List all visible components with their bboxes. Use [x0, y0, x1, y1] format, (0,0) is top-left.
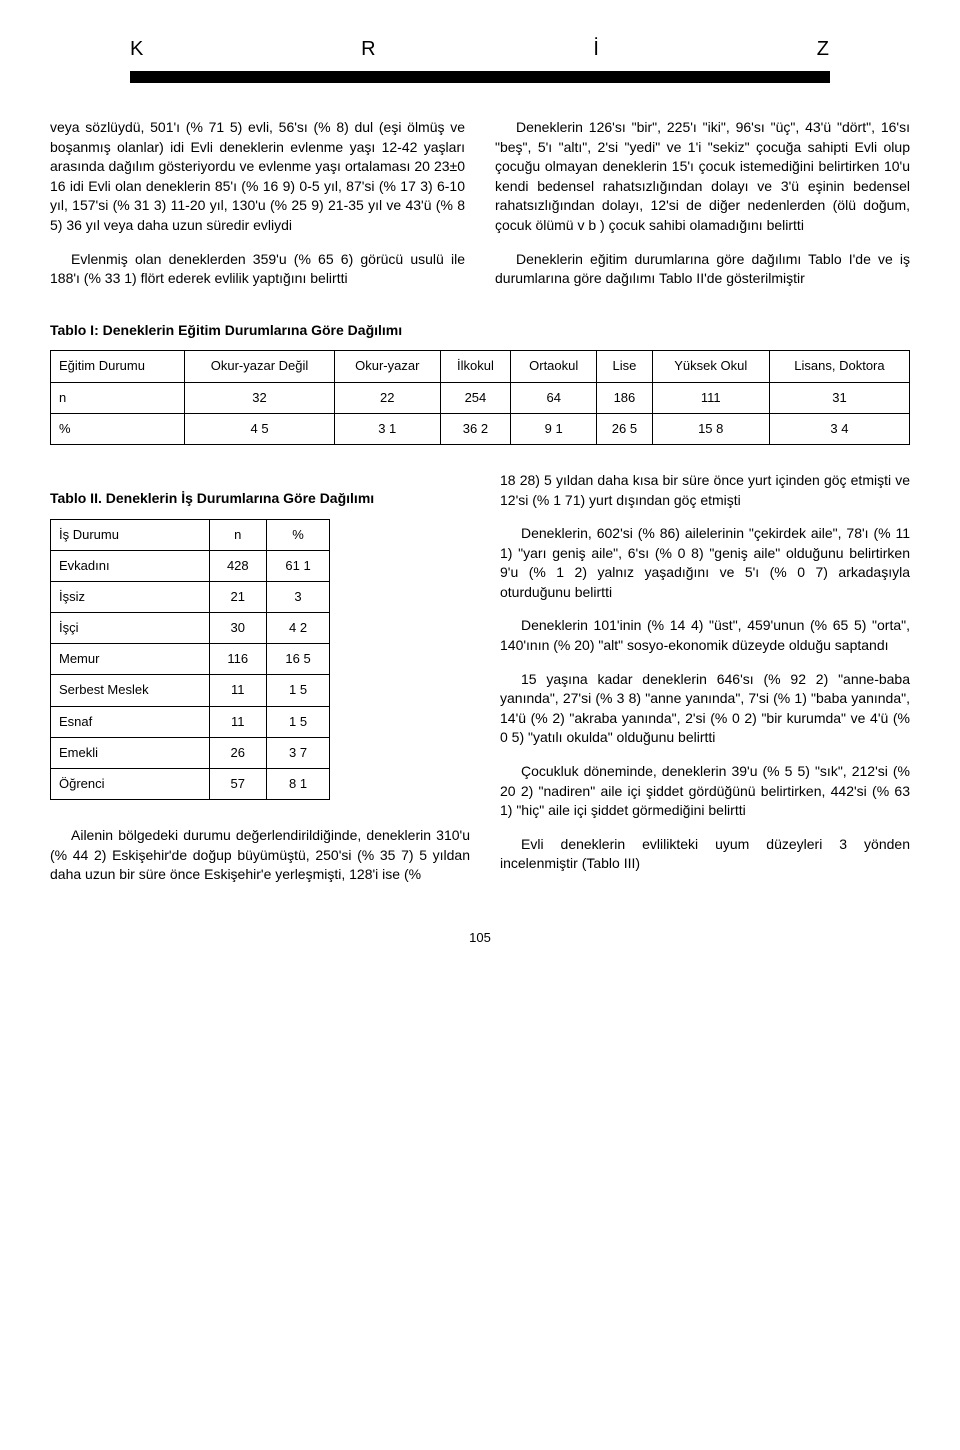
td: Evkadını	[51, 550, 210, 581]
table-row: Öğrenci 57 8 1	[51, 769, 330, 800]
top-left-para-1: veya sözlüydü, 501'ı (% 71 5) evli, 56's…	[50, 118, 465, 236]
td: 30	[209, 613, 267, 644]
td: 26	[209, 737, 267, 768]
th: Ortaokul	[511, 351, 597, 382]
td: 3	[267, 581, 330, 612]
table-row: İşsiz 21 3	[51, 581, 330, 612]
td: 4 5	[185, 413, 334, 444]
td: 22	[334, 382, 440, 413]
table-row: Emekli 26 3 7	[51, 737, 330, 768]
th: n	[209, 519, 267, 550]
td: 15 8	[652, 413, 769, 444]
td: 116	[209, 644, 267, 675]
table-row: İşçi 30 4 2	[51, 613, 330, 644]
td: 64	[511, 382, 597, 413]
td: 26 5	[597, 413, 652, 444]
top-right-column: Deneklerin 126'sı "bir", 225'ı "iki", 96…	[495, 118, 910, 303]
td: 3 4	[769, 413, 909, 444]
td: İşsiz	[51, 581, 210, 612]
th: İş Durumu	[51, 519, 210, 550]
td: 1 5	[267, 706, 330, 737]
header-bar	[130, 71, 830, 83]
table-row: n 32 22 254 64 186 111 31	[51, 382, 910, 413]
table-row: Evkadını 428 61 1	[51, 550, 330, 581]
td: 61 1	[267, 550, 330, 581]
lower-right-para-2: Deneklerin, 602'si (% 86) ailelerinin "ç…	[500, 524, 910, 602]
table-row: Serbest Meslek 11 1 5	[51, 675, 330, 706]
th: Okur-yazar	[334, 351, 440, 382]
td: Serbest Meslek	[51, 675, 210, 706]
top-left-para-2: Evlenmiş olan deneklerden 359'u (% 65 6)…	[50, 250, 465, 289]
table2-caption: Tablo II. Deneklerin İş Durumlarına Göre…	[50, 489, 470, 509]
lower-right-para-4: 15 yaşına kadar deneklerin 646'sı (% 92 …	[500, 670, 910, 748]
td: Emekli	[51, 737, 210, 768]
td: 57	[209, 769, 267, 800]
header-letters: K R İ Z	[50, 35, 910, 71]
th: İlkokul	[440, 351, 510, 382]
lower-right-para-5: Çocukluk döneminde, deneklerin 39'u (% 5…	[500, 762, 910, 821]
table-row: İş Durumu n %	[51, 519, 330, 550]
td: Öğrenci	[51, 769, 210, 800]
top-columns: veya sözlüydü, 501'ı (% 71 5) evli, 56's…	[50, 118, 910, 303]
td: 254	[440, 382, 510, 413]
header-z: Z	[817, 35, 830, 63]
lower-right-para-1: 18 28) 5 yıldan daha kısa bir süre önce …	[500, 471, 910, 510]
top-right-para-2: Deneklerin eğitim durumlarına göre dağıl…	[495, 250, 910, 289]
td: %	[51, 413, 185, 444]
header-k: K	[130, 35, 144, 63]
table-row: Eğitim Durumu Okur-yazar Değil Okur-yaza…	[51, 351, 910, 382]
th: Lise	[597, 351, 652, 382]
table-row: Memur 116 16 5	[51, 644, 330, 675]
lower-left-column: Tablo II. Deneklerin İş Durumlarına Göre…	[50, 471, 470, 899]
td: 31	[769, 382, 909, 413]
lower-right-column: 18 28) 5 yıldan daha kısa bir süre önce …	[500, 471, 910, 888]
td: Memur	[51, 644, 210, 675]
th: Okur-yazar Değil	[185, 351, 334, 382]
top-left-column: veya sözlüydü, 501'ı (% 71 5) evli, 56's…	[50, 118, 465, 303]
table1-caption: Tablo I: Deneklerin Eğitim Durumlarına G…	[50, 321, 910, 341]
td: 111	[652, 382, 769, 413]
td: n	[51, 382, 185, 413]
education-table: Eğitim Durumu Okur-yazar Değil Okur-yaza…	[50, 350, 910, 445]
td: 3 1	[334, 413, 440, 444]
lower-right-para-6: Evli deneklerin evlilikteki uyum düzeyle…	[500, 835, 910, 874]
top-right-para-1: Deneklerin 126'sı "bir", 225'ı "iki", 96…	[495, 118, 910, 236]
td: 21	[209, 581, 267, 612]
lower-left-para: Ailenin bölgedeki durumu değerlendirildi…	[50, 826, 470, 885]
job-table: İş Durumu n % Evkadını 428 61 1 İşsiz 21…	[50, 519, 330, 801]
td: 186	[597, 382, 652, 413]
td: 32	[185, 382, 334, 413]
header-i: İ	[593, 35, 600, 63]
td: İşçi	[51, 613, 210, 644]
td: 3 7	[267, 737, 330, 768]
th: Lisans, Doktora	[769, 351, 909, 382]
header-r: R	[361, 35, 376, 63]
td: 11	[209, 706, 267, 737]
td: 1 5	[267, 675, 330, 706]
th: Yüksek Okul	[652, 351, 769, 382]
td: 9 1	[511, 413, 597, 444]
th: Eğitim Durumu	[51, 351, 185, 382]
table-row: Esnaf 11 1 5	[51, 706, 330, 737]
td: 4 2	[267, 613, 330, 644]
td: 36 2	[440, 413, 510, 444]
td: 8 1	[267, 769, 330, 800]
td: 16 5	[267, 644, 330, 675]
th: %	[267, 519, 330, 550]
td: 11	[209, 675, 267, 706]
table-row: % 4 5 3 1 36 2 9 1 26 5 15 8 3 4	[51, 413, 910, 444]
td: Esnaf	[51, 706, 210, 737]
lower-right-para-3: Deneklerin 101'inin (% 14 4) "üst", 459'…	[500, 616, 910, 655]
page-number: 105	[50, 929, 910, 947]
lower-section: Tablo II. Deneklerin İş Durumlarına Göre…	[50, 471, 910, 899]
td: 428	[209, 550, 267, 581]
